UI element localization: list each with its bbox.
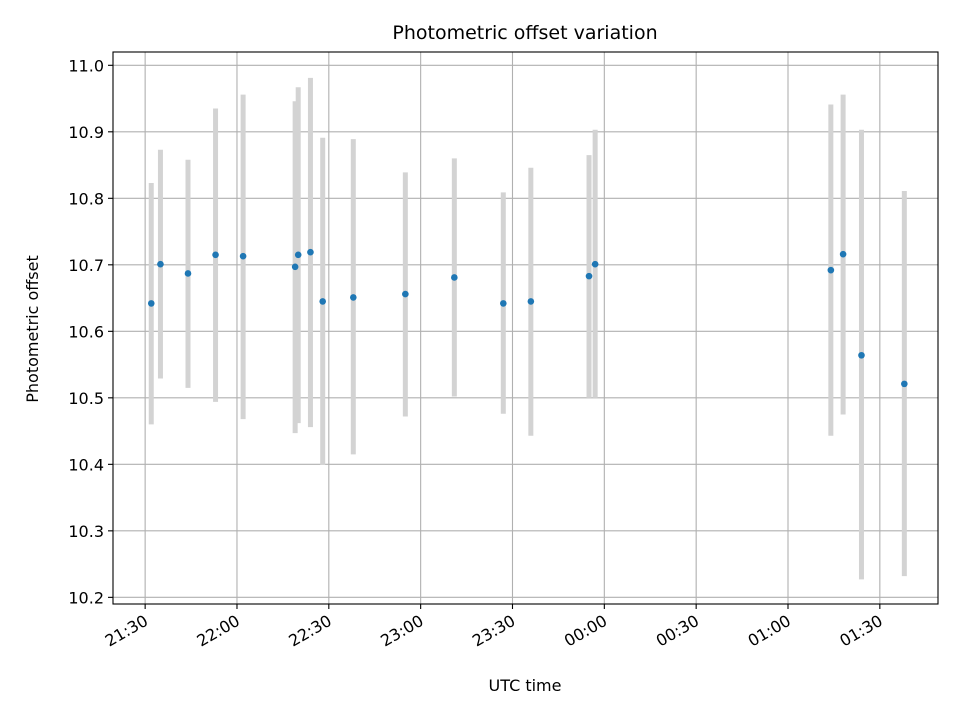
y-tick-label: 11.0 [68, 56, 104, 75]
data-point [451, 274, 458, 281]
y-axis-label: Photometric offset [23, 255, 42, 403]
data-point [901, 380, 908, 388]
data-point [350, 294, 357, 301]
x-axis-label: UTC time [489, 676, 562, 695]
y-tick-label: 10.6 [68, 322, 104, 341]
data-point [827, 266, 835, 274]
data-point [839, 250, 847, 258]
y-tick-label: 10.8 [68, 189, 104, 208]
data-point [500, 300, 507, 307]
data-point [294, 251, 302, 259]
data-point [212, 251, 219, 259]
data-point [319, 298, 326, 305]
data-point [157, 260, 164, 268]
data-point [239, 252, 247, 260]
y-tick-label: 10.2 [68, 588, 104, 607]
plot-frame [112, 51, 939, 605]
y-axis-ticks: 10.2 10.3 10.4 10.5 10.6 10.7 10.8 10.9 11.0 [68, 56, 113, 607]
data-point [307, 248, 314, 256]
data-point [402, 290, 409, 298]
data-points [147, 248, 908, 388]
chart-title: Photometric offset variation [392, 22, 657, 44]
data-point [147, 300, 155, 307]
data-point [184, 270, 192, 277]
data-point [585, 272, 593, 280]
y-tick-label: 10.3 [68, 522, 104, 541]
data-point [291, 263, 299, 271]
y-tick-label: 10.7 [68, 256, 104, 275]
data-point [591, 260, 599, 268]
grid-lines [113, 52, 938, 604]
y-tick-label: 10.4 [68, 455, 104, 474]
y-tick-label: 10.9 [68, 123, 104, 142]
data-point [527, 298, 535, 305]
data-point [858, 351, 865, 359]
y-tick-label: 10.5 [68, 389, 104, 408]
